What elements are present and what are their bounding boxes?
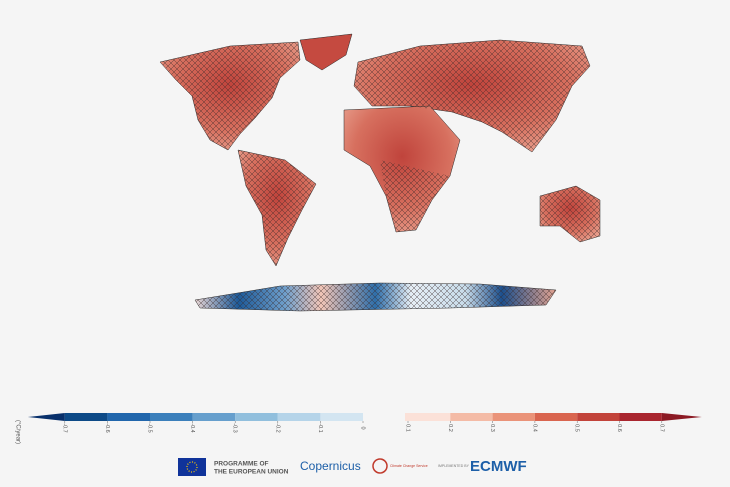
colorbar-tick-label: -0.2 [274,423,280,432]
colorbar-segment [619,413,662,421]
colorbar-tick-label: -0.7 [61,423,67,432]
colorbar-tick-label: 0.7 [658,424,664,432]
colorbar-arrow [661,413,702,421]
colorbar-tick-label: -0.4 [189,423,195,432]
logo-bar: PROGRAMME OF THE EUROPEAN UNION Copernic… [178,458,527,476]
colorbar-segment [492,413,535,421]
colorbar-tick-label: 0.6 [616,424,622,432]
ecmwf-logo: ECMWF [470,458,527,475]
colorbar-segment [577,413,620,421]
colorbar-tick-label: 0.4 [531,424,537,432]
colorbar-segment [64,413,108,421]
colorbar-segment [192,413,236,421]
colorbar-label: (°C/year) [14,420,20,444]
colorbar-segment [320,413,363,421]
colorbar-segment [150,413,193,421]
colorbar-arrow [27,413,65,421]
colorbar-tick-label: 0.1 [405,424,411,432]
colorbar-segment [277,413,321,421]
eu-stars [186,461,198,473]
colorbar-tick-label: -0.5 [147,423,153,432]
colorbar-tick-label: 0.5 [574,424,580,432]
colorbar: -0.7 -0.6 -0.5 -0.4 -0.3 -0.2 -0.1 0 0.1 0.2 0.3 0.… [27,413,702,433]
colorbar-segment [107,413,150,421]
world-map [159,33,601,312]
colorbar-segment [408,413,451,421]
colorbar-segment [405,413,408,421]
colorbar-tick-label: 0.3 [489,424,495,432]
c3s-text: Climate Change Service [390,464,428,468]
eu-text: PROGRAMME OF [214,461,269,468]
colorbar-tick-label: -0.6 [104,423,110,432]
colorbar-tick-label: -0.1 [317,423,323,432]
copernicus-logo: Copernicus [300,459,361,473]
colorbar-tick-label: 0 [360,426,366,429]
colorbar-tick-label: 0.2 [447,424,453,432]
greenland [299,33,353,71]
colorbar-segment [235,413,278,421]
c3s-icon [372,458,388,474]
eu-text: THE EUROPEAN UNION [214,469,289,476]
colorbar-segment [534,413,578,421]
significance-hatching [160,40,600,311]
implemented-text: IMPLEMENTED BY [438,464,470,468]
colorbar-tick-label: -0.3 [232,423,238,432]
eu-flag [178,458,206,476]
colorbar-segment [450,413,493,421]
